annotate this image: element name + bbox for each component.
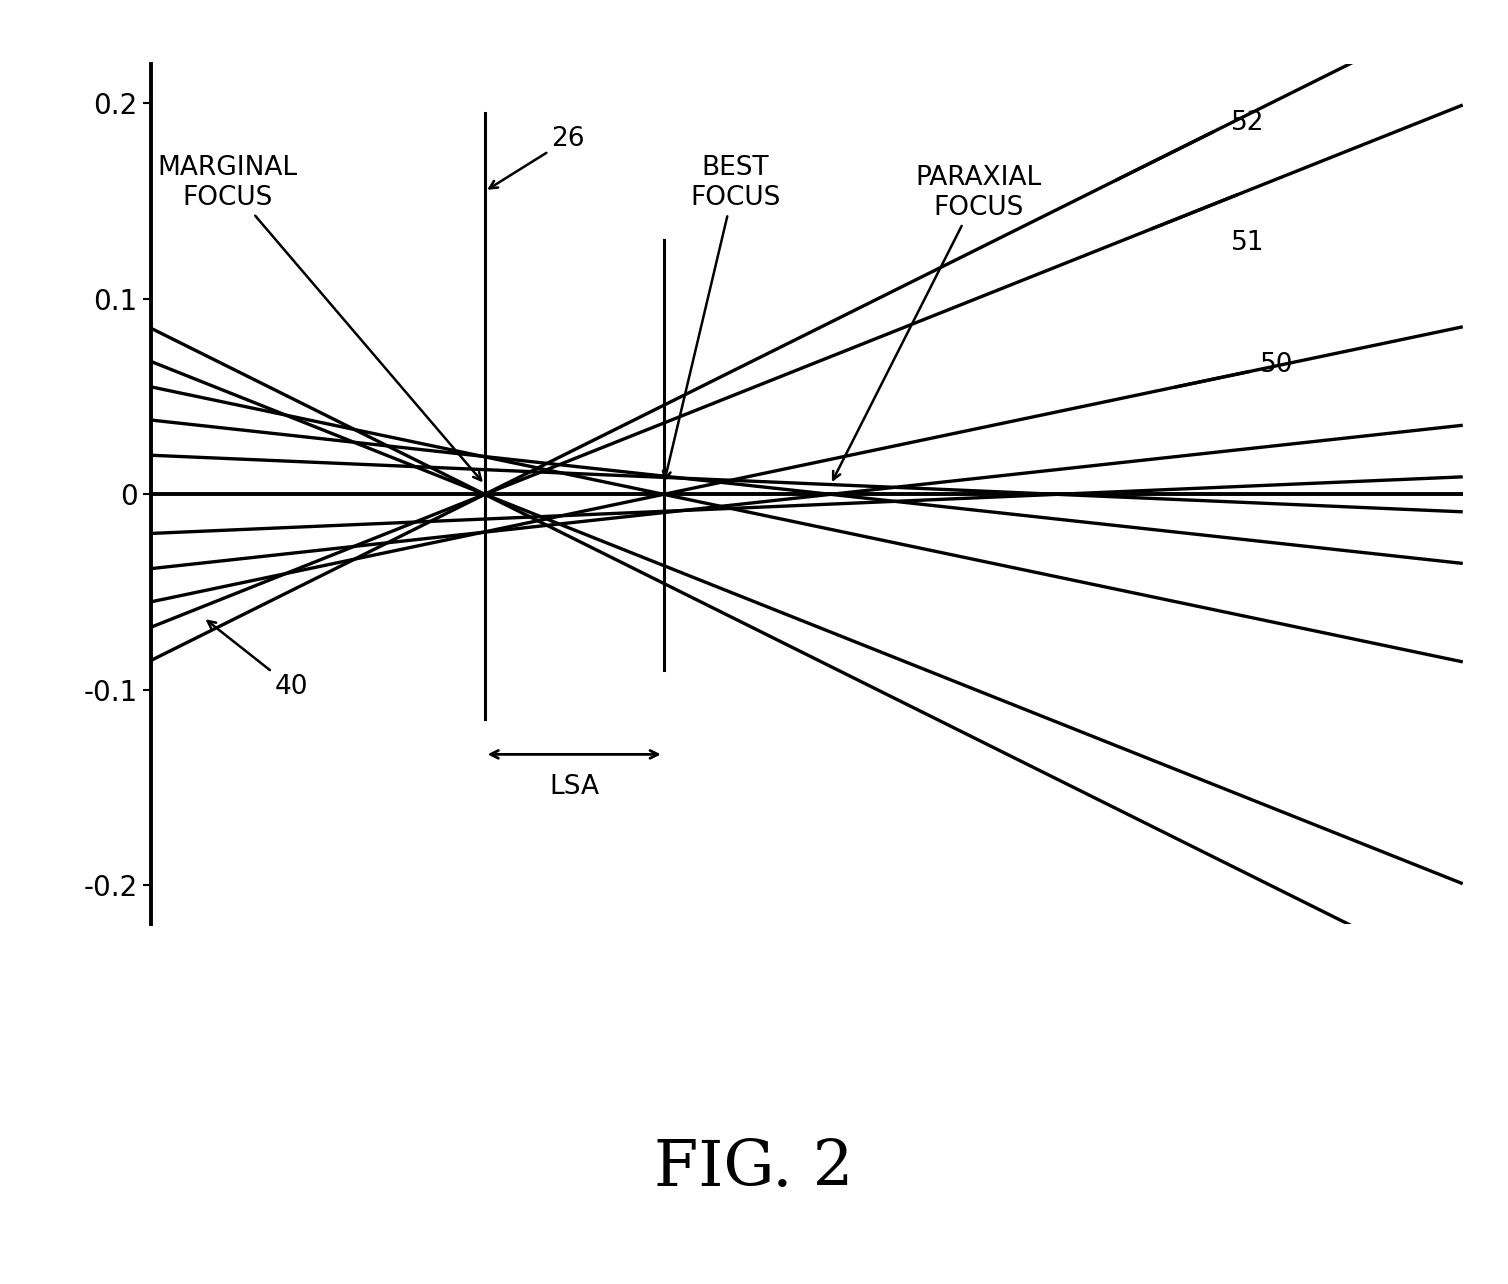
- Text: 40: 40: [208, 621, 308, 700]
- Text: 51: 51: [1232, 230, 1265, 256]
- Text: 50: 50: [1261, 352, 1294, 377]
- Text: MARGINAL
FOCUS: MARGINAL FOCUS: [157, 155, 481, 480]
- Text: 26: 26: [490, 126, 585, 189]
- Text: LSA: LSA: [549, 774, 599, 800]
- Text: PARAXIAL
FOCUS: PARAXIAL FOCUS: [832, 164, 1042, 480]
- Text: FIG. 2: FIG. 2: [654, 1138, 854, 1199]
- Text: 52: 52: [1232, 109, 1265, 136]
- Text: BEST
FOCUS: BEST FOCUS: [664, 155, 781, 479]
